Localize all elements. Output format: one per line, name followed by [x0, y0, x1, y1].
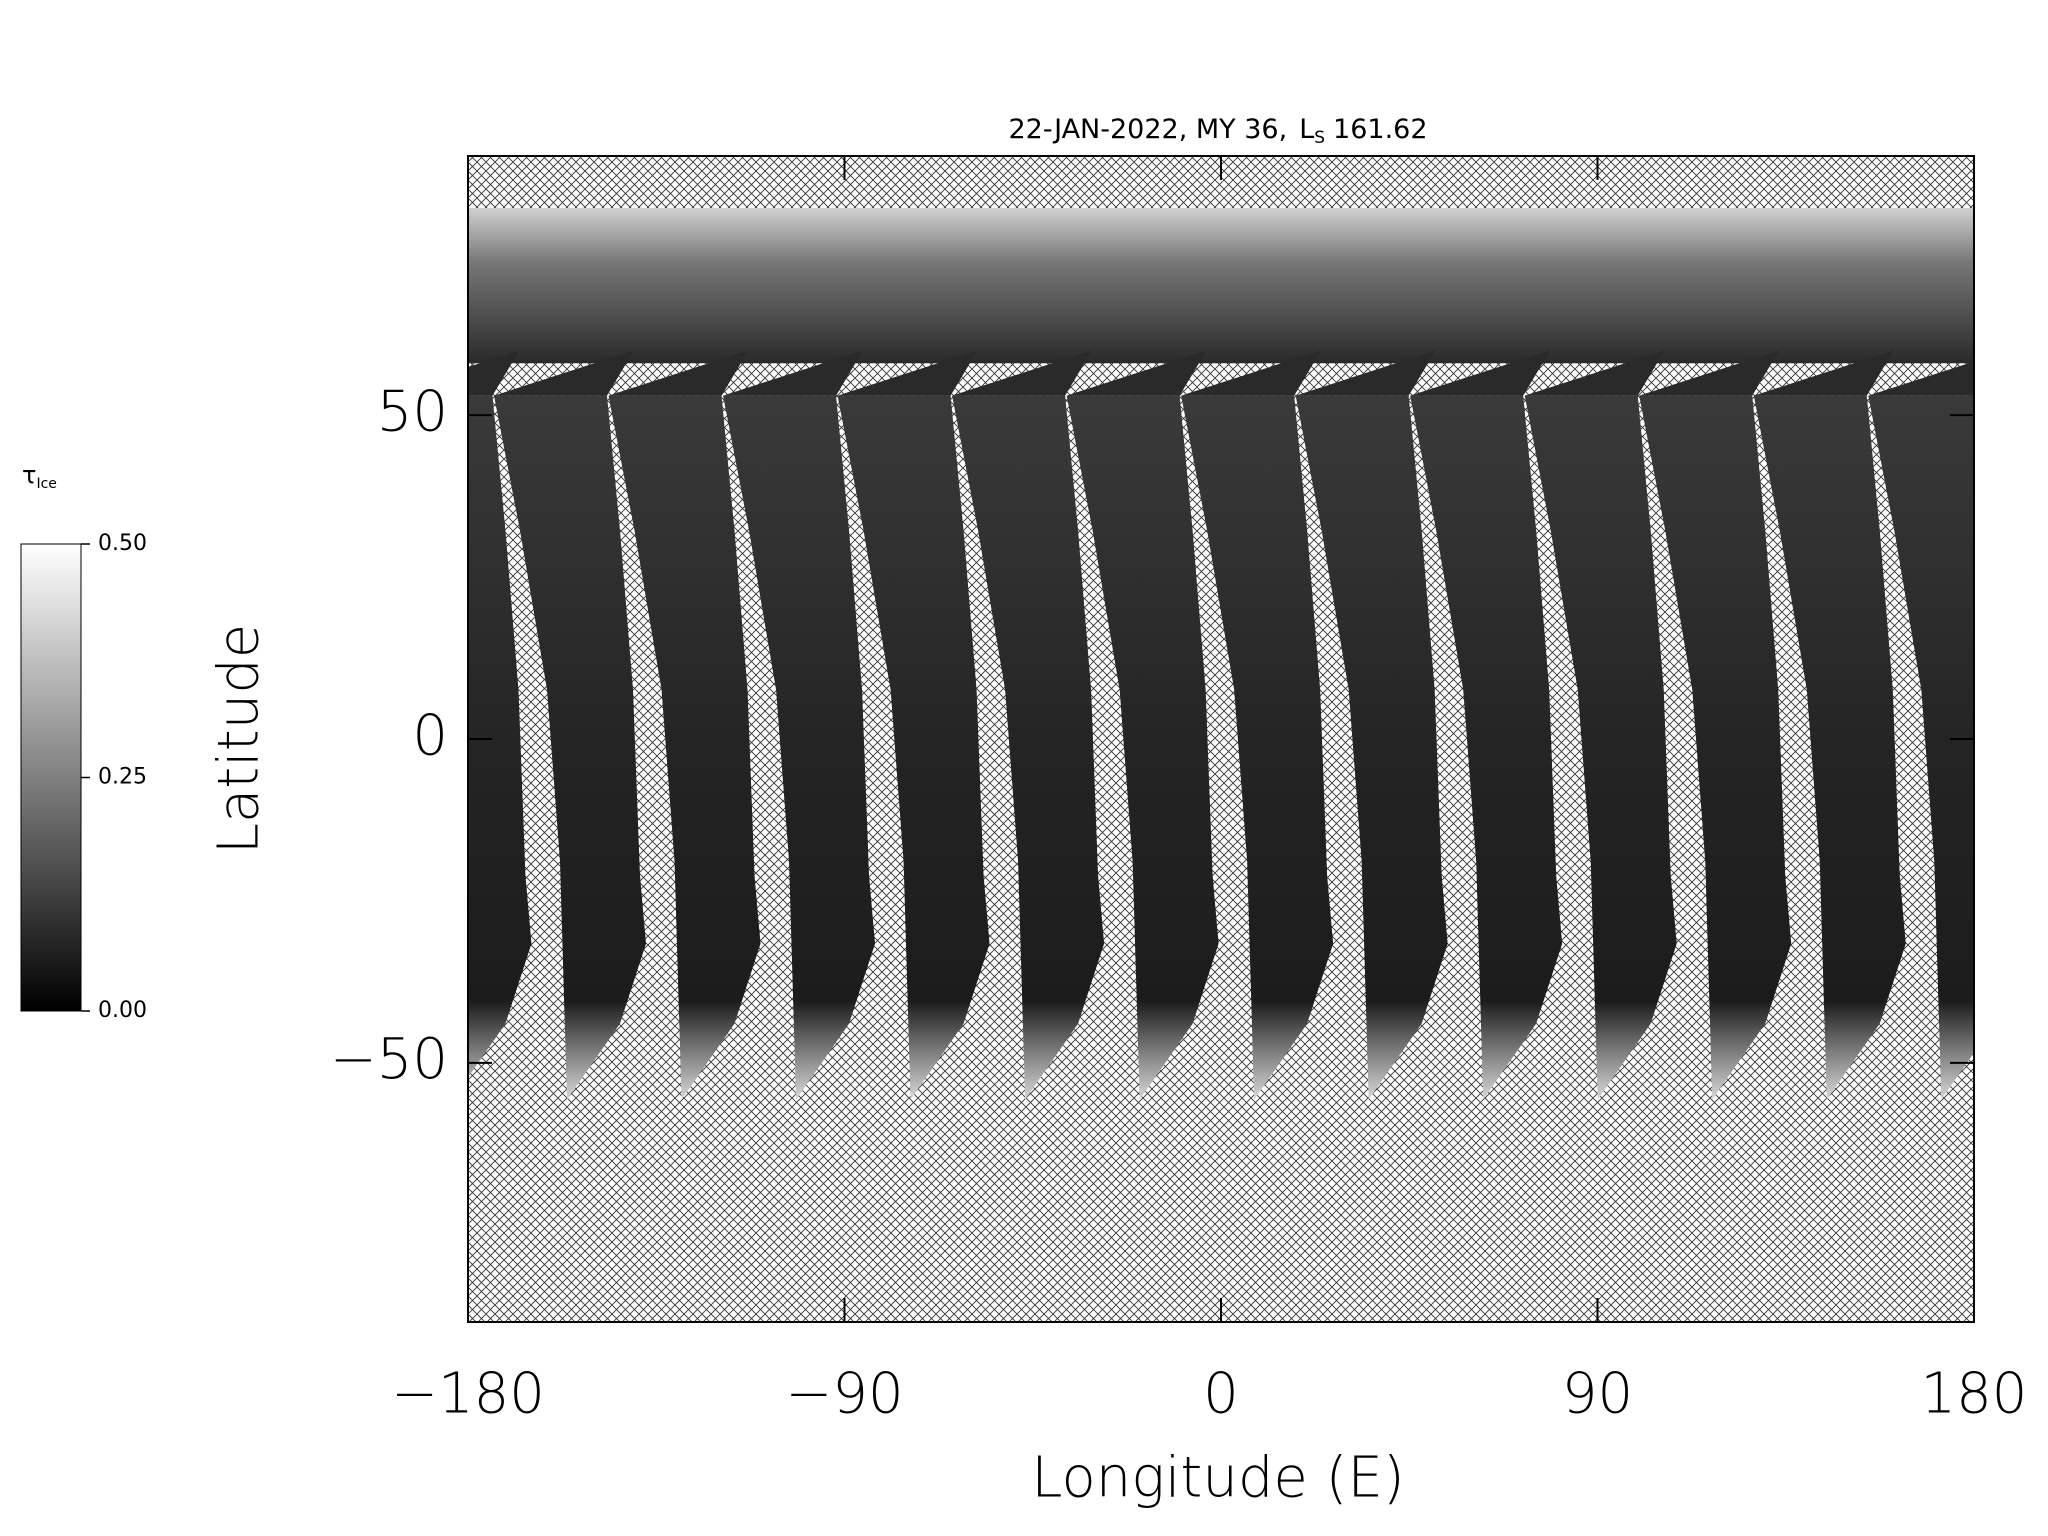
swath: [1868, 395, 1974, 1100]
swath-top: [1983, 350, 2048, 395]
swath-top: [1295, 350, 1436, 396]
swath-top: [1639, 350, 1780, 396]
swath: [1181, 395, 1334, 1100]
swath: [1524, 395, 1677, 1100]
swath-top: [608, 350, 749, 396]
swath-top: [1066, 350, 1207, 396]
x-axis-label: Longitude (E): [1031, 1445, 1404, 1510]
colorbar-subscript: Ice: [36, 476, 56, 492]
colorbar-tick-label: 0.25: [98, 765, 147, 790]
title-symbol: L: [1299, 114, 1314, 145]
swath: [494, 395, 646, 1100]
swath-top: [952, 350, 1093, 396]
y-axis-label: Latitude: [206, 624, 271, 854]
y-tick-label: 0: [412, 703, 448, 768]
swath: [1639, 395, 1792, 1100]
y-tick-label: 50: [377, 379, 448, 444]
title-value: 161.62: [1333, 114, 1427, 145]
y-tick-label: −50: [330, 1027, 448, 1092]
x-tick-label: 0: [1203, 1361, 1239, 1426]
x-tick-label: 90: [1562, 1361, 1633, 1426]
swath-top: [494, 350, 634, 396]
swath: [1983, 396, 2048, 1100]
map-area: [468, 156, 2048, 1322]
swath-top: [837, 350, 978, 396]
swath: [952, 395, 1105, 1100]
swath: [468, 395, 532, 1078]
colorbar: [20, 543, 82, 1012]
swath: [1410, 395, 1563, 1100]
swath-top: [1868, 361, 1974, 396]
swath-top: [723, 350, 864, 396]
swath: [1753, 395, 1906, 1100]
x-tick-label: 180: [1921, 1361, 2028, 1426]
swath-top: [468, 350, 520, 396]
swath: [1295, 395, 1448, 1100]
swath: [1066, 395, 1219, 1100]
title: 22-JAN-2022, MY 36, LS 161.62: [1008, 114, 1427, 149]
polar-cap-band: [468, 207, 1974, 364]
swath-top: [1524, 350, 1665, 396]
title-subscript: S: [1314, 128, 1325, 148]
swath: [723, 395, 876, 1100]
swath: [608, 395, 761, 1100]
x-tick-label: −90: [785, 1361, 903, 1426]
swath-top: [1181, 350, 1322, 396]
swath-top: [1753, 350, 1894, 396]
colorbar-symbol: τ: [22, 461, 36, 489]
colorbar-tick-label: 0.00: [98, 998, 147, 1023]
colorbar-label: τIce: [22, 461, 57, 492]
swath-top: [1410, 350, 1551, 396]
colorbar-tick-label: 0.50: [98, 531, 147, 556]
x-tick-label: −180: [391, 1361, 545, 1426]
swath: [837, 395, 990, 1100]
title-text: 22-JAN-2022, MY 36,: [1008, 114, 1287, 145]
